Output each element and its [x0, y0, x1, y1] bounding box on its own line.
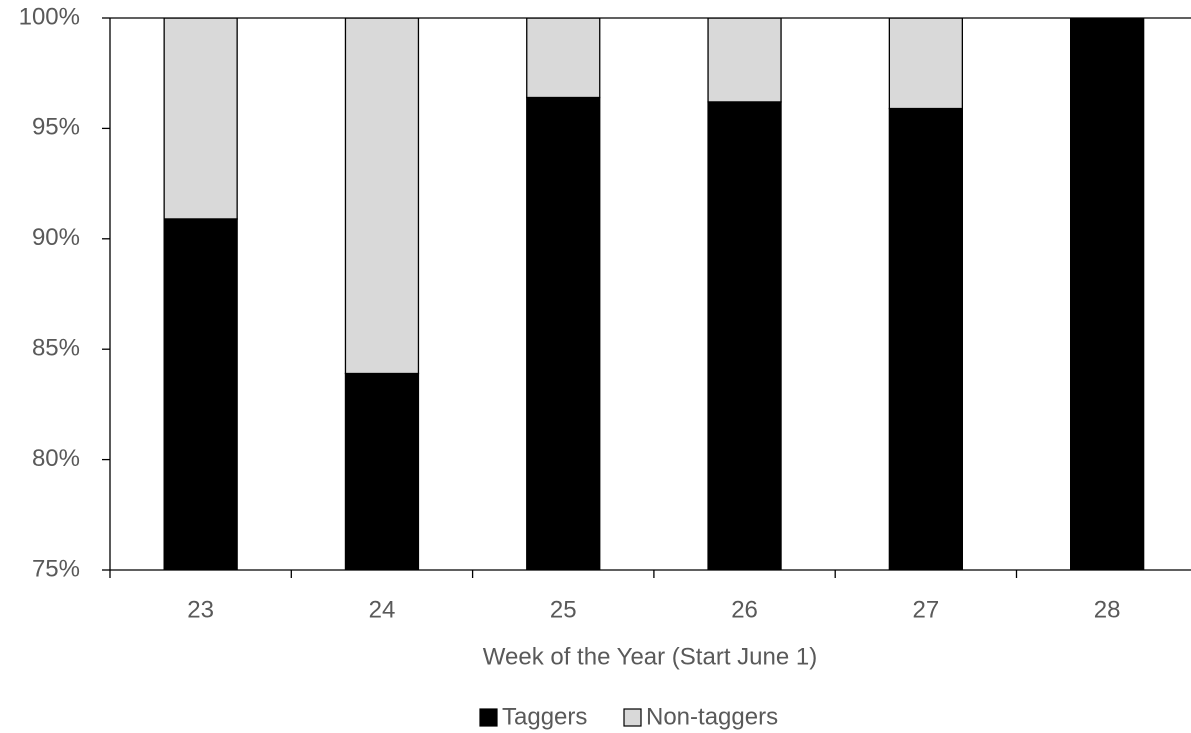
x-tick-label: 23 — [187, 596, 214, 623]
legend-label: Non-taggers — [646, 703, 778, 730]
bar-segment — [344, 372, 420, 570]
bar-segment — [888, 18, 963, 110]
bar-segment — [1070, 18, 1145, 570]
y-tick-label: 90% — [32, 224, 80, 251]
legend-swatch — [479, 708, 498, 727]
bar-segment — [163, 218, 238, 570]
bar-segment — [163, 18, 238, 220]
x-tick-label: 25 — [550, 596, 577, 623]
y-tick-label: 85% — [32, 335, 80, 362]
bar-segment — [888, 107, 963, 570]
legend-label: Taggers — [502, 703, 587, 730]
bar-segment — [526, 18, 601, 99]
bar-segment — [526, 96, 601, 570]
bar-segment — [707, 18, 782, 103]
legend-swatch — [623, 708, 642, 727]
bar-segment — [707, 101, 782, 570]
y-tick-label: 95% — [32, 114, 80, 141]
plot-area — [163, 18, 1145, 570]
x-tick-label: 27 — [912, 596, 939, 623]
x-tick-label: 26 — [731, 596, 758, 623]
x-tick-label: 24 — [369, 596, 396, 623]
bar-segment — [344, 18, 420, 375]
y-tick-label: 75% — [32, 555, 80, 582]
x-tick-label: 28 — [1094, 596, 1121, 623]
y-tick-label: 80% — [32, 445, 80, 472]
y-tick-label: 100% — [19, 3, 80, 30]
x-axis-title: Week of the Year (Start June 1) — [483, 643, 817, 670]
